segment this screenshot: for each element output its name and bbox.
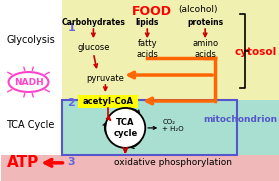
Text: glucose: glucose — [77, 43, 110, 52]
Text: 1: 1 — [68, 23, 75, 33]
Text: FOOD: FOOD — [132, 5, 172, 18]
Ellipse shape — [9, 72, 49, 92]
Bar — [62, 0, 279, 100]
Text: amino
acids: amino acids — [192, 39, 218, 59]
Text: 2: 2 — [68, 98, 75, 108]
Bar — [1, 0, 62, 155]
Text: CO₂
+ H₂O: CO₂ + H₂O — [162, 119, 184, 132]
Text: TCA
cycle: TCA cycle — [113, 118, 138, 138]
Text: NADH: NADH — [14, 77, 44, 87]
Text: lipids: lipids — [136, 18, 159, 27]
FancyBboxPatch shape — [78, 95, 138, 108]
Bar — [62, 100, 237, 155]
Text: fatty
acids: fatty acids — [136, 39, 158, 59]
Text: ATP: ATP — [8, 155, 40, 170]
Text: 3: 3 — [68, 157, 75, 167]
Text: Glycolysis: Glycolysis — [6, 35, 55, 45]
Text: Carbohydrates: Carbohydrates — [61, 18, 125, 27]
Circle shape — [105, 108, 145, 148]
Text: mitochondrion: mitochondrion — [203, 115, 277, 125]
Text: pyruvate: pyruvate — [86, 73, 124, 83]
Bar — [1, 155, 279, 181]
Text: cytosol: cytosol — [235, 47, 277, 57]
Text: acetyl-CoA: acetyl-CoA — [83, 97, 134, 106]
Text: oxidative phosphorylation: oxidative phosphorylation — [114, 158, 232, 167]
Text: TCA Cycle: TCA Cycle — [6, 120, 55, 130]
Text: proteins: proteins — [187, 18, 223, 27]
Bar — [62, 100, 279, 155]
Text: (alcohol): (alcohol) — [178, 5, 218, 14]
